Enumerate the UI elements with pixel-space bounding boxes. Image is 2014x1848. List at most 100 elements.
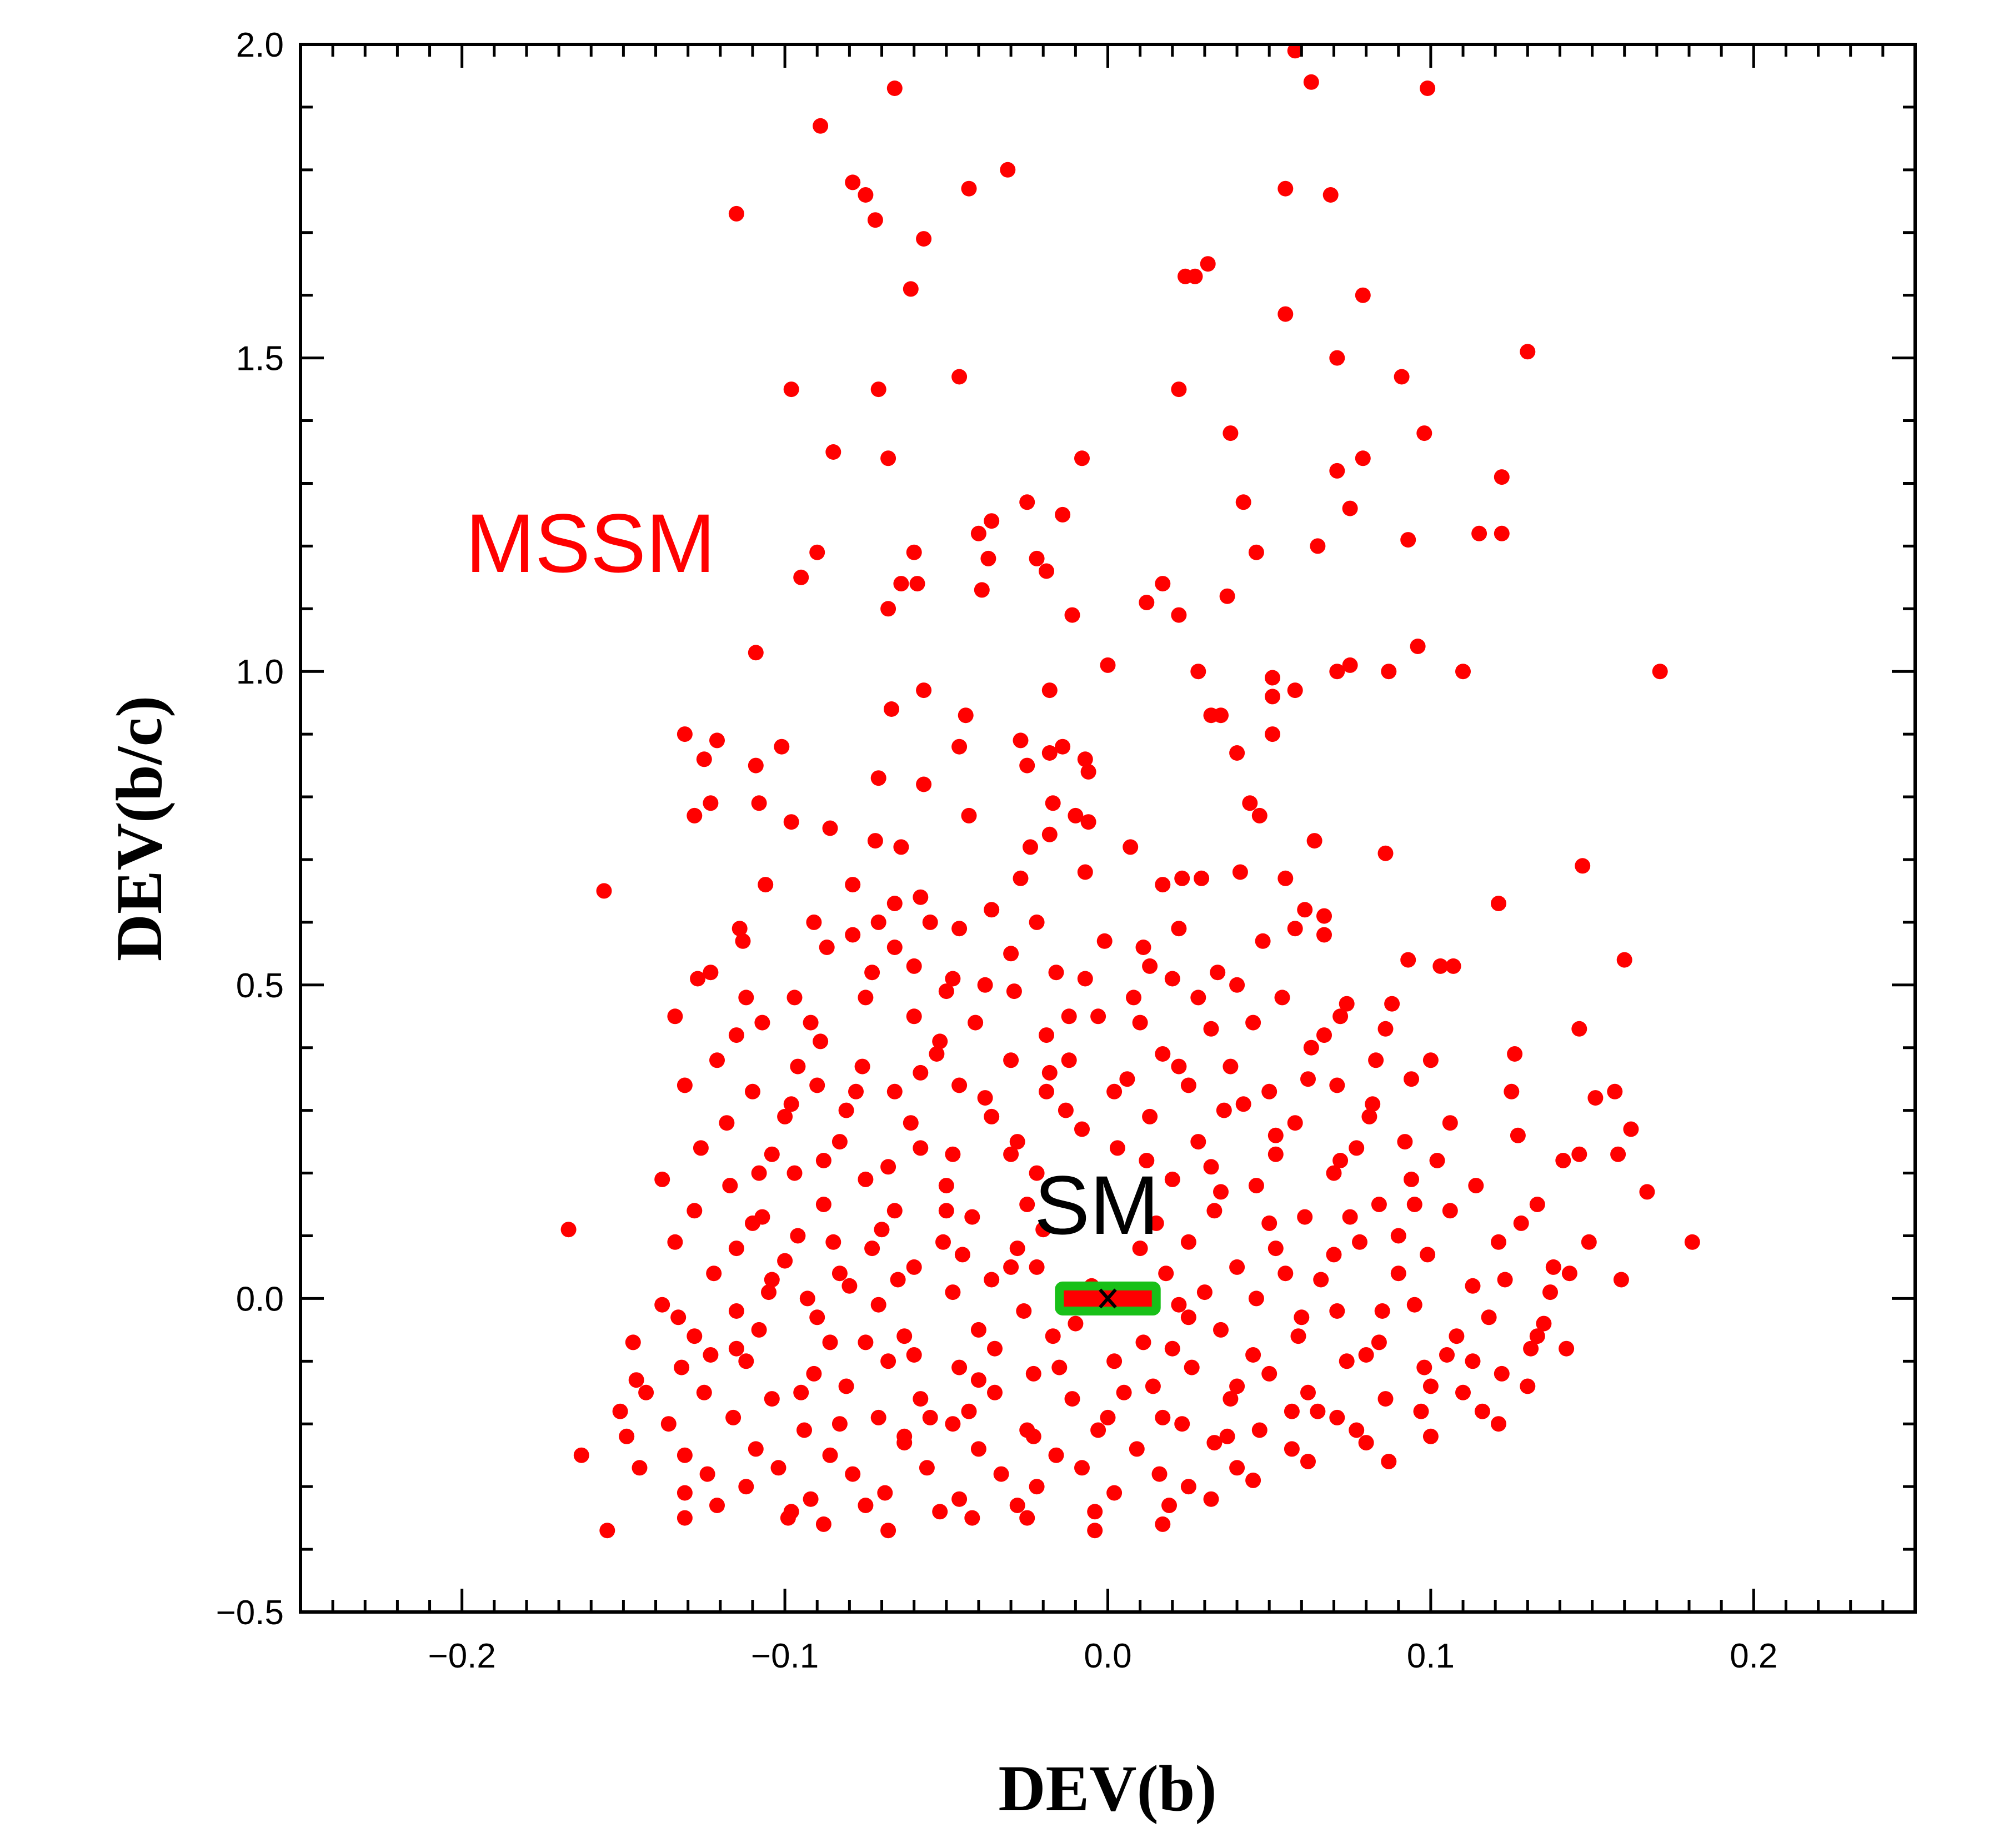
mssm-point: [890, 1272, 906, 1288]
mssm-point: [1361, 1108, 1377, 1124]
mssm-point: [1474, 1403, 1490, 1419]
mssm-point: [786, 990, 803, 1006]
mssm-point: [1390, 1228, 1406, 1244]
mssm-point: [1494, 1365, 1510, 1382]
mssm-point: [1029, 1259, 1045, 1275]
mssm-point: [1210, 965, 1226, 981]
mssm-point: [1171, 381, 1187, 398]
mssm-point: [1306, 833, 1322, 849]
mssm-point: [1571, 1021, 1587, 1037]
mssm-point: [774, 739, 790, 755]
mssm-point: [938, 983, 954, 1000]
mssm-point: [1213, 1322, 1229, 1338]
mssm-point: [886, 81, 903, 96]
mssm-point: [777, 1253, 793, 1269]
mssm-point: [958, 707, 974, 724]
mssm-point: [1329, 664, 1345, 680]
mssm-point: [1529, 1197, 1545, 1212]
mssm-point: [1300, 1384, 1316, 1400]
mssm-point: [1016, 1303, 1032, 1319]
mssm-point: [699, 1466, 715, 1482]
mssm-point: [1180, 1479, 1196, 1495]
mssm-point: [896, 1428, 913, 1444]
mssm-point: [864, 1241, 880, 1257]
mssm-point: [809, 1077, 825, 1093]
mssm-point: [1123, 839, 1139, 855]
mssm-point: [796, 1422, 812, 1438]
mssm-point: [1151, 1466, 1168, 1482]
mssm-point: [1294, 1309, 1310, 1325]
mssm-point: [783, 1096, 799, 1112]
mssm-point: [1096, 933, 1113, 949]
mssm-point: [745, 1215, 760, 1231]
mssm-point: [1316, 927, 1332, 943]
mssm-point: [858, 1171, 874, 1187]
mssm-point: [703, 1347, 719, 1363]
mssm-point: [841, 1278, 858, 1294]
mssm-point: [687, 807, 703, 823]
mssm-point: [1077, 751, 1093, 767]
mssm-point: [1035, 1222, 1051, 1238]
mssm-point: [596, 883, 612, 899]
mssm-point: [732, 921, 748, 937]
mssm-point: [815, 1516, 831, 1532]
mssm-point: [1371, 1197, 1387, 1212]
mssm-point: [1497, 1272, 1513, 1288]
y-axis-title: DEV(b/c): [103, 696, 176, 962]
mssm-point: [1155, 1516, 1171, 1532]
y-tick-label: −0.5: [216, 1594, 284, 1632]
mssm-point: [858, 187, 874, 203]
mssm-point: [906, 1259, 922, 1275]
mssm-point: [1242, 795, 1258, 811]
mssm-point: [1342, 1209, 1358, 1225]
mssm-point: [1080, 814, 1096, 830]
mssm-point: [1135, 940, 1151, 955]
mssm-point: [987, 1340, 1003, 1357]
mssm-point: [1155, 1409, 1171, 1425]
mssm-point: [1613, 1272, 1629, 1288]
mssm-point: [1404, 1171, 1419, 1187]
mssm-point: [1520, 1378, 1536, 1394]
mssm-point: [709, 1498, 725, 1513]
mssm-point: [1303, 1040, 1319, 1056]
mssm-point: [1352, 1234, 1367, 1250]
mssm-point: [1006, 983, 1022, 1000]
mssm-point: [1529, 1328, 1545, 1344]
sm-label: SM: [1034, 1158, 1159, 1252]
mssm-point: [1074, 1121, 1090, 1137]
mssm-point: [1610, 1146, 1626, 1162]
mssm-point: [1171, 1058, 1187, 1074]
mssm-point: [654, 1297, 670, 1313]
mssm-point: [612, 1403, 628, 1419]
mssm-point: [870, 914, 886, 930]
mssm-point: [951, 1359, 968, 1375]
mssm-point: [984, 1108, 1000, 1124]
mssm-point: [938, 1203, 954, 1219]
mssm-point: [1420, 81, 1436, 96]
mssm-point: [1277, 1266, 1294, 1282]
mssm-point: [1055, 506, 1071, 523]
mssm-point: [825, 1234, 841, 1250]
mssm-point: [703, 965, 719, 981]
mssm-point: [951, 1077, 968, 1093]
mssm-point: [922, 914, 938, 930]
mssm-point: [858, 990, 874, 1006]
mssm-point: [677, 1485, 693, 1501]
mssm-point: [1216, 1102, 1232, 1118]
mssm-point: [945, 971, 961, 987]
mssm-point: [1265, 689, 1280, 705]
mssm-point: [1442, 1203, 1458, 1219]
mssm-point: [1041, 826, 1058, 842]
mssm-point: [819, 940, 835, 955]
mssm-point: [1184, 1359, 1200, 1375]
mssm-point: [964, 1510, 980, 1526]
mssm-point: [728, 1027, 744, 1043]
x-axis-title: DEV(b): [998, 1752, 1216, 1825]
mssm-point: [1406, 1197, 1422, 1212]
mssm-point: [825, 444, 841, 460]
mssm-point: [1400, 532, 1416, 548]
mssm-point: [1109, 1140, 1125, 1156]
mssm-point: [1087, 1523, 1103, 1539]
mssm-point: [993, 1466, 1009, 1482]
mssm-point: [813, 1033, 829, 1049]
